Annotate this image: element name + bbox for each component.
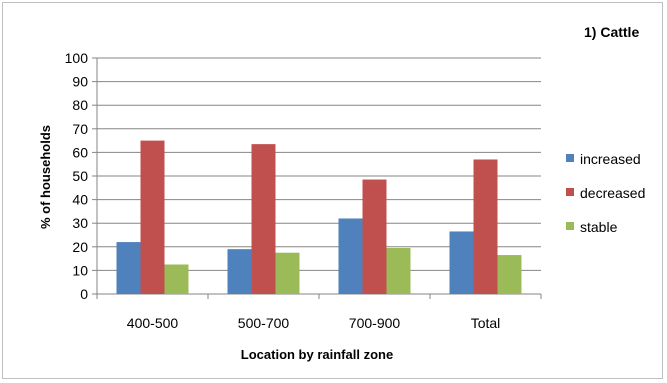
legend-label-decreased: decreased bbox=[580, 185, 645, 201]
y-tick-label: 90 bbox=[72, 74, 88, 90]
x-tick-label: 500-700 bbox=[238, 315, 290, 331]
y-tick-label: 50 bbox=[72, 168, 88, 184]
y-axis-title: % of households bbox=[38, 125, 53, 229]
bar-stable bbox=[164, 264, 189, 294]
x-tick-label: Total bbox=[471, 315, 501, 331]
bar-increased bbox=[227, 249, 252, 294]
bars bbox=[116, 140, 522, 294]
bar-stable bbox=[497, 255, 522, 294]
y-axis: 0 10 20 30 40 50 60 70 80 90 100 bbox=[65, 50, 98, 302]
x-tick-label: 400-500 bbox=[127, 315, 179, 331]
legend-swatch-stable bbox=[566, 222, 574, 230]
chart-area bbox=[2, 2, 663, 379]
legend-label-stable: stable bbox=[580, 219, 618, 235]
bar-stable bbox=[386, 247, 411, 294]
legend-label-increased: increased bbox=[580, 151, 641, 167]
y-tick-label: 30 bbox=[72, 215, 88, 231]
bar-increased bbox=[338, 218, 363, 294]
legend: increased decreased stable bbox=[566, 151, 645, 235]
bar-decreased bbox=[362, 179, 387, 294]
bar-increased bbox=[116, 242, 141, 294]
bar-increased bbox=[449, 231, 474, 294]
chart-title: 1) Cattle bbox=[584, 24, 639, 40]
bar-decreased bbox=[140, 140, 165, 294]
y-tick-label: 40 bbox=[72, 192, 88, 208]
y-tick-label: 10 bbox=[72, 262, 88, 278]
y-tick-label: 60 bbox=[72, 144, 88, 160]
legend-swatch-increased bbox=[566, 154, 574, 162]
y-tick-label: 100 bbox=[65, 50, 89, 66]
x-axis-title: Location by rainfall zone bbox=[241, 347, 393, 362]
bar-decreased bbox=[473, 159, 498, 294]
x-axis: 400-500 500-700 700-900 Total bbox=[96, 293, 542, 331]
y-tick-label: 20 bbox=[72, 239, 88, 255]
bar-decreased bbox=[251, 144, 276, 294]
y-tick-label: 80 bbox=[72, 97, 88, 113]
y-tick-label: 0 bbox=[80, 286, 88, 302]
legend-swatch-decreased bbox=[566, 188, 574, 196]
bar-stable bbox=[275, 252, 300, 294]
y-tick-label: 70 bbox=[72, 121, 88, 137]
x-tick-label: 700-900 bbox=[349, 315, 401, 331]
